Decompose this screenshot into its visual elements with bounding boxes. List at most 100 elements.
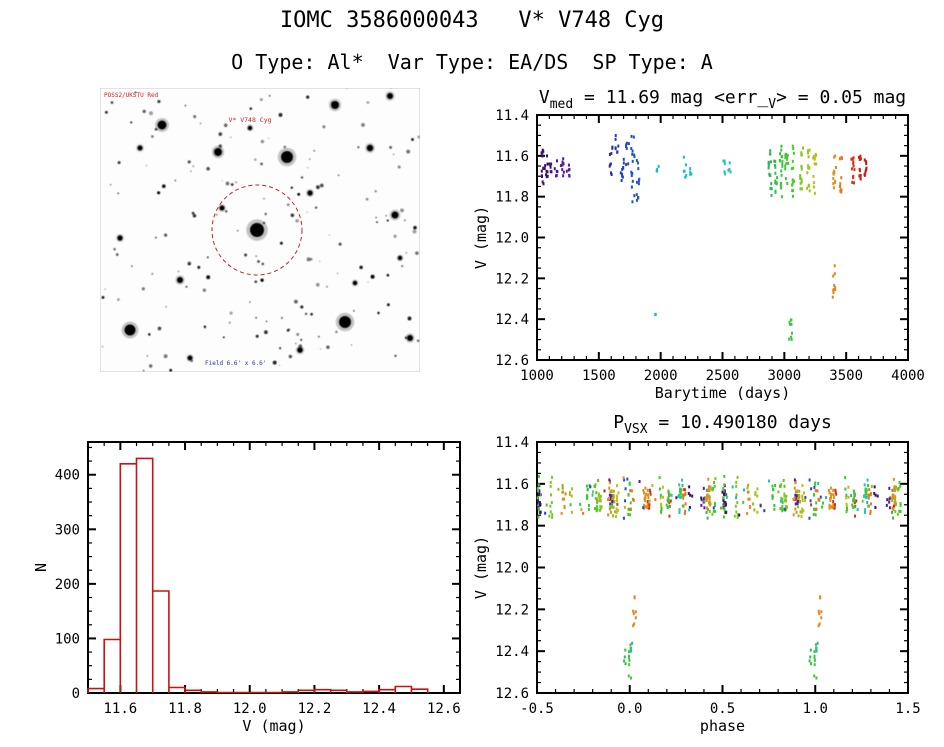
point-cluster [608, 145, 614, 177]
point-cluster [857, 154, 862, 181]
x-tick-label: 0.5 [710, 701, 735, 717]
x-tick-label: 4000 [891, 368, 925, 384]
point-cluster [559, 157, 565, 178]
lightcurve-plot: 1000 1500 2000 2500 3000 3500 4000 11.4 11.6 11.8… [472, 87, 925, 402]
x-axis-label: phase [700, 717, 745, 735]
y-tick-label: 11.8 [495, 519, 529, 535]
x-tick-label: 12.4 [362, 701, 396, 717]
x-tick-label: 3500 [829, 368, 863, 384]
axes [87, 441, 461, 694]
chart-corner-label: POSS2/UKSTU Red [104, 92, 159, 99]
y-tick-label: 400 [55, 468, 80, 484]
y-axis-label: V (mag) [472, 536, 490, 599]
point-cluster [799, 146, 804, 191]
x-tick-label: 2500 [706, 368, 740, 384]
point-cluster [619, 157, 625, 182]
page-title: IOMC 3586000043 V* V748 Cyg [279, 8, 665, 33]
axes [536, 114, 909, 361]
point-cluster [812, 152, 818, 195]
plot-title: Vmed = 11.69 mag <err_V> = 0.05 mag [539, 87, 906, 112]
point-cluster [540, 148, 545, 186]
point-cluster [806, 148, 811, 193]
point-cluster [689, 167, 693, 176]
point-cluster [655, 164, 660, 173]
y-axis-label: N [32, 563, 50, 572]
point-cluster [778, 144, 784, 199]
y-tick-label: 300 [55, 522, 80, 538]
x-tick-label: 12.6 [427, 701, 461, 717]
point-cluster [553, 159, 559, 178]
y-tick-label: 11.4 [495, 108, 529, 124]
point-cluster [727, 161, 732, 174]
point-cluster [790, 144, 796, 198]
y-tick-label: 0 [72, 686, 80, 702]
x-tick-label: -0.5 [520, 701, 554, 717]
y-tick-label: 11.6 [495, 477, 529, 493]
y-axis-label: V (mag) [472, 206, 490, 269]
point-cluster [838, 155, 844, 194]
x-tick-label: 12.2 [298, 701, 332, 717]
x-tick-label: 1.0 [803, 701, 828, 717]
point-cluster [788, 318, 794, 341]
point-cluster [682, 155, 688, 179]
eclipse-points [630, 641, 819, 653]
x-tick-label: 1000 [520, 368, 554, 384]
target-name-label: V* V748 Cyg [228, 116, 271, 124]
point-cluster [614, 134, 620, 154]
eclipse-points [632, 595, 823, 628]
point-cluster [784, 152, 790, 185]
eclipse-points [623, 648, 813, 666]
target-circle [211, 184, 303, 276]
y-tick-label: 11.4 [495, 435, 529, 451]
finding-chart-image: POSS2/UKSTU Red V* V748 Cyg Field 6.6' x 6… [100, 88, 420, 372]
y-tick-label: 12.6 [495, 353, 529, 369]
y-tick-label: 11.6 [495, 149, 529, 165]
phase-points [536, 474, 902, 680]
page-subtitle: O Type: Al* Var Type: EA/DS SP Type: A [231, 50, 713, 74]
x-axis-label: Barytime (days) [655, 384, 790, 402]
point-cluster [831, 264, 837, 299]
chart-bottom-label: Field 6.6' x 6.6' [205, 360, 266, 367]
lightcurve-points [540, 134, 868, 341]
point-cluster [767, 149, 773, 197]
histogram-plot: 11.6 11.8 12.0 12.2 12.4 12.6 0 100 200 300 400 V (… [32, 441, 461, 735]
histogram-steps [87, 457, 429, 694]
x-tick-label: 3000 [767, 368, 801, 384]
y-tick-label: 12.2 [495, 271, 529, 287]
y-tick-label: 11.8 [495, 190, 529, 206]
point-cluster [832, 154, 837, 190]
point-cluster [850, 156, 856, 185]
faint-stars [101, 88, 420, 372]
y-tick-label: 12.4 [495, 644, 529, 660]
y-tick-label: 12.6 [495, 686, 529, 702]
eclipse-points [627, 643, 818, 680]
point-cluster [565, 163, 571, 178]
point-cluster [654, 312, 657, 317]
y-tick-label: 12.0 [495, 231, 529, 247]
point-cluster [625, 141, 630, 167]
y-tick-label: 12.4 [495, 312, 529, 328]
point-cluster [543, 154, 549, 179]
x-tick-label: 0.0 [617, 701, 642, 717]
x-tick-label: 11.6 [103, 701, 137, 717]
bright-stars [116, 91, 415, 362]
point-cluster [635, 159, 641, 202]
y-tick-label: 12.2 [495, 602, 529, 618]
x-tick-label: 1500 [582, 368, 616, 384]
y-tick-label: 12.0 [495, 561, 529, 577]
plot-title: PVSX = 10.490180 days [613, 412, 832, 437]
phase-folded-plot: -0.5 0.0 0.5 1.0 1.5 11.4 11.6 11.8 12.0 12.2 12.4… [472, 412, 921, 735]
point-cluster [773, 159, 779, 194]
axes [536, 441, 909, 694]
x-tick-label: 12.0 [233, 701, 267, 717]
x-tick-label: 11.8 [168, 701, 202, 717]
x-tick-label: 1.5 [895, 701, 920, 717]
y-tick-label: 100 [55, 631, 80, 647]
point-cluster [630, 134, 636, 204]
y-tick-label: 200 [55, 577, 80, 593]
x-tick-label: 2000 [644, 368, 678, 384]
point-cluster [548, 162, 553, 174]
x-axis-label: V (mag) [242, 717, 305, 735]
point-cluster [863, 158, 868, 177]
